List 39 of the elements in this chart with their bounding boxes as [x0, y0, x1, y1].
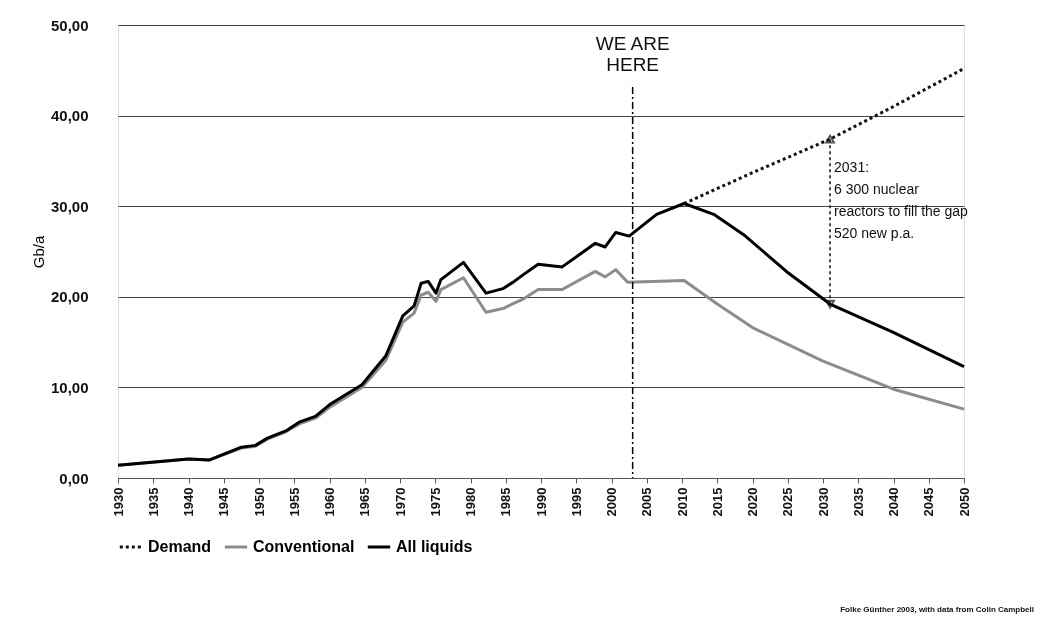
x-tick-label: 1940 — [181, 487, 196, 517]
x-tick-label: 2030 — [815, 487, 831, 517]
legend-label: Demand — [148, 538, 212, 555]
y-tick-label: 20,00 — [50, 288, 89, 306]
x-tick-label: 2045 — [921, 487, 937, 517]
x-tick-label: 2000 — [604, 487, 619, 517]
legend-label: All liquids — [396, 538, 473, 555]
x-tick-label: 1965 — [357, 487, 373, 517]
x-tick-label: 1990 — [533, 487, 549, 517]
y-tick-label: 40,00 — [50, 107, 89, 125]
line-series — [682, 66, 966, 205]
x-tick-label: 2010 — [674, 487, 690, 517]
y-tick-label: 30,00 — [50, 197, 89, 215]
text: Folke Günther 2003, with data from Colin Campbell — [840, 605, 1034, 614]
x-tick-label: 1985 — [498, 487, 514, 517]
x-tick-label: 2050 — [956, 487, 972, 517]
x-tick-label: 2005 — [639, 487, 655, 517]
x-tick-label: 1930 — [110, 487, 126, 517]
x-tick-label: 1980 — [463, 487, 478, 517]
y-tick-label: 10,00 — [50, 378, 89, 396]
x-tick-label: 2020 — [745, 487, 760, 517]
legend-label: Conventional — [253, 538, 355, 555]
x-tick-label: 1935 — [145, 487, 161, 517]
x-tick-label: 1960 — [322, 487, 337, 517]
x-tick-label: 2035 — [850, 487, 866, 517]
y-axis-title: Gb/a — [29, 235, 47, 269]
x-tick-label: 1970 — [392, 487, 408, 517]
x-tick-label: 1955 — [286, 487, 302, 517]
y-tick-label: 0,00 — [59, 469, 89, 487]
x-tick-label: 1945 — [216, 487, 232, 517]
y-tick-label: 50,00 — [50, 16, 89, 34]
x-tick-label: 1975 — [427, 487, 443, 517]
x-tick-label: 2015 — [709, 487, 725, 517]
x-tick-label: 1950 — [251, 487, 267, 517]
annotation: 2031: 6 300 nuclear reactors to fill the gap 520 new p.a. — [834, 159, 969, 242]
ref-line-label: WE ARE HERE — [595, 33, 670, 75]
x-tick-label: 2040 — [886, 487, 901, 517]
x-tick-label: 2025 — [780, 487, 796, 517]
x-tick-label: 1995 — [568, 487, 584, 517]
